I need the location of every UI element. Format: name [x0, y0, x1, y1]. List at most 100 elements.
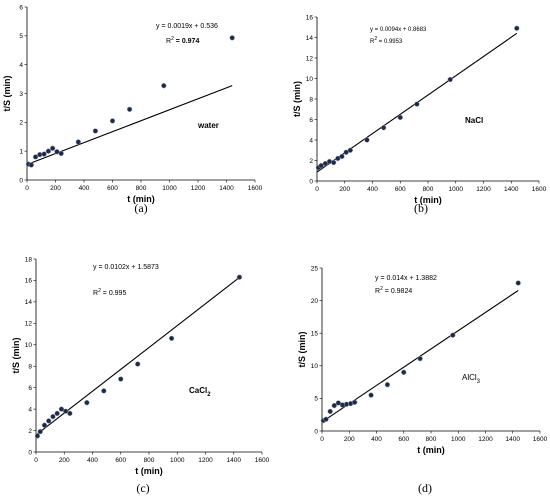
y-axis-label: t/S (min)	[297, 332, 307, 368]
y-tick-label: 10	[25, 342, 33, 349]
data-point	[229, 35, 235, 41]
x-tick-label: 200	[59, 457, 70, 464]
y-axis-label: t/S (min)	[11, 338, 21, 374]
x-tick-label: 1200	[478, 436, 493, 443]
y-tick-label: 16	[306, 14, 314, 21]
series-annotation: NaCl	[465, 116, 483, 125]
data-point	[54, 410, 60, 417]
data-point	[37, 151, 43, 158]
data-point	[67, 410, 73, 417]
data-point	[318, 162, 324, 169]
y-axis-label: t/S (min)	[292, 81, 302, 117]
y-tick-label: 1	[19, 148, 23, 155]
y-tick-label: 0	[28, 449, 32, 456]
data-point	[41, 151, 47, 157]
data-point	[331, 402, 337, 409]
data-point	[37, 428, 43, 435]
panel-label: (d)	[418, 481, 432, 495]
data-point	[323, 416, 329, 422]
y-tick-label: 10	[311, 363, 319, 370]
chart-panel-2: 0 200 400 600 800 1000 1200 1400 1600 0 2 4 6 8 10 12 14…	[292, 14, 547, 215]
x-tick-label: 200	[339, 186, 350, 193]
y-tick-label: 18	[25, 256, 33, 263]
x-tick-label: 0	[320, 436, 324, 443]
r-squared-label: R2 = 0.9824	[375, 286, 412, 295]
data-point	[414, 101, 420, 107]
y-tick-label: 2	[309, 158, 313, 165]
y-tick-label: 8	[309, 96, 313, 103]
x-tick-label: 1000	[449, 186, 464, 193]
data-point	[50, 145, 56, 151]
x-tick-label: 800	[136, 185, 147, 192]
y-tick-label: 5	[19, 33, 23, 40]
data-point	[364, 137, 370, 143]
x-tick-label: 1200	[476, 186, 491, 193]
y-tick-label: 16	[25, 278, 33, 285]
data-point	[322, 160, 328, 167]
data-point	[327, 408, 333, 415]
chart-panel-1: 0 200 400 600 800 1000 1200 1400 1600 0 1 2 3 4 5 6 t (m…	[2, 4, 263, 215]
data-point	[447, 76, 453, 83]
y-tick-label: 6	[19, 4, 23, 11]
data-point	[384, 382, 391, 388]
y-tick-label: 0	[309, 178, 313, 185]
data-point	[168, 335, 175, 341]
data-point	[58, 406, 65, 412]
x-tick-label: 400	[367, 186, 378, 193]
x-tick-label: 600	[398, 436, 409, 443]
x-tick-label: 800	[423, 186, 434, 193]
data-point	[28, 162, 34, 168]
data-point	[32, 154, 39, 160]
y-tick-label: 4	[28, 406, 32, 413]
x-axis-label: t (min)	[135, 466, 163, 476]
data-point	[401, 369, 407, 375]
x-axis-label: t (min)	[417, 445, 445, 455]
x-tick-label: 800	[144, 457, 155, 464]
panel-label: (a)	[134, 201, 147, 215]
y-tick-label: 4	[309, 137, 313, 144]
x-tick-label: 1000	[162, 185, 177, 192]
chart-panel-3: 0 200 400 600 800 1000 1200 1400 1600 0 2 4 6 8 10 12 14…	[11, 256, 270, 495]
data-point	[161, 83, 167, 89]
x-tick-label: 1000	[170, 457, 185, 464]
x-tick-label: 0	[25, 185, 29, 192]
data-point	[63, 408, 69, 414]
data-point	[118, 376, 124, 382]
x-tick-label: 1400	[227, 457, 242, 464]
data-point	[515, 280, 521, 286]
data-point	[397, 114, 403, 121]
data-point	[343, 149, 349, 155]
y-tick-label: 14	[306, 35, 314, 42]
data-point	[347, 147, 353, 153]
data-point	[417, 355, 423, 362]
x-tick-label: 400	[87, 457, 98, 464]
y-tick-label: 2	[28, 428, 32, 435]
y-tick-label: 25	[311, 265, 319, 272]
data-point	[331, 159, 337, 166]
data-point	[101, 388, 107, 394]
series-annotation: water	[197, 121, 219, 130]
r-squared-label: R2 = 0.9953	[370, 36, 403, 45]
y-tick-label: 0	[314, 428, 318, 435]
data-point	[50, 413, 56, 420]
x-tick-label: 1400	[506, 436, 521, 443]
x-tick-label: 1200	[198, 457, 213, 464]
x-tick-label: 1600	[255, 457, 270, 464]
y-tick-label: 2	[19, 120, 23, 127]
y-tick-label: 5	[314, 396, 318, 403]
x-tick-label: 400	[79, 185, 90, 192]
data-point	[135, 361, 141, 367]
data-point	[92, 128, 99, 134]
data-point	[450, 332, 456, 338]
y-tick-label: 0	[19, 177, 23, 184]
x-tick-label: 0	[34, 457, 38, 464]
x-tick-label: 600	[115, 457, 126, 464]
y-tick-label: 14	[25, 299, 33, 306]
data-point	[41, 422, 48, 428]
r-squared-label: R2 = 0.995	[93, 288, 126, 297]
y-tick-label: 3	[19, 91, 23, 98]
y-tick-label: 12	[306, 55, 314, 62]
x-tick-label: 600	[107, 185, 118, 192]
x-tick-label: 800	[426, 436, 437, 443]
